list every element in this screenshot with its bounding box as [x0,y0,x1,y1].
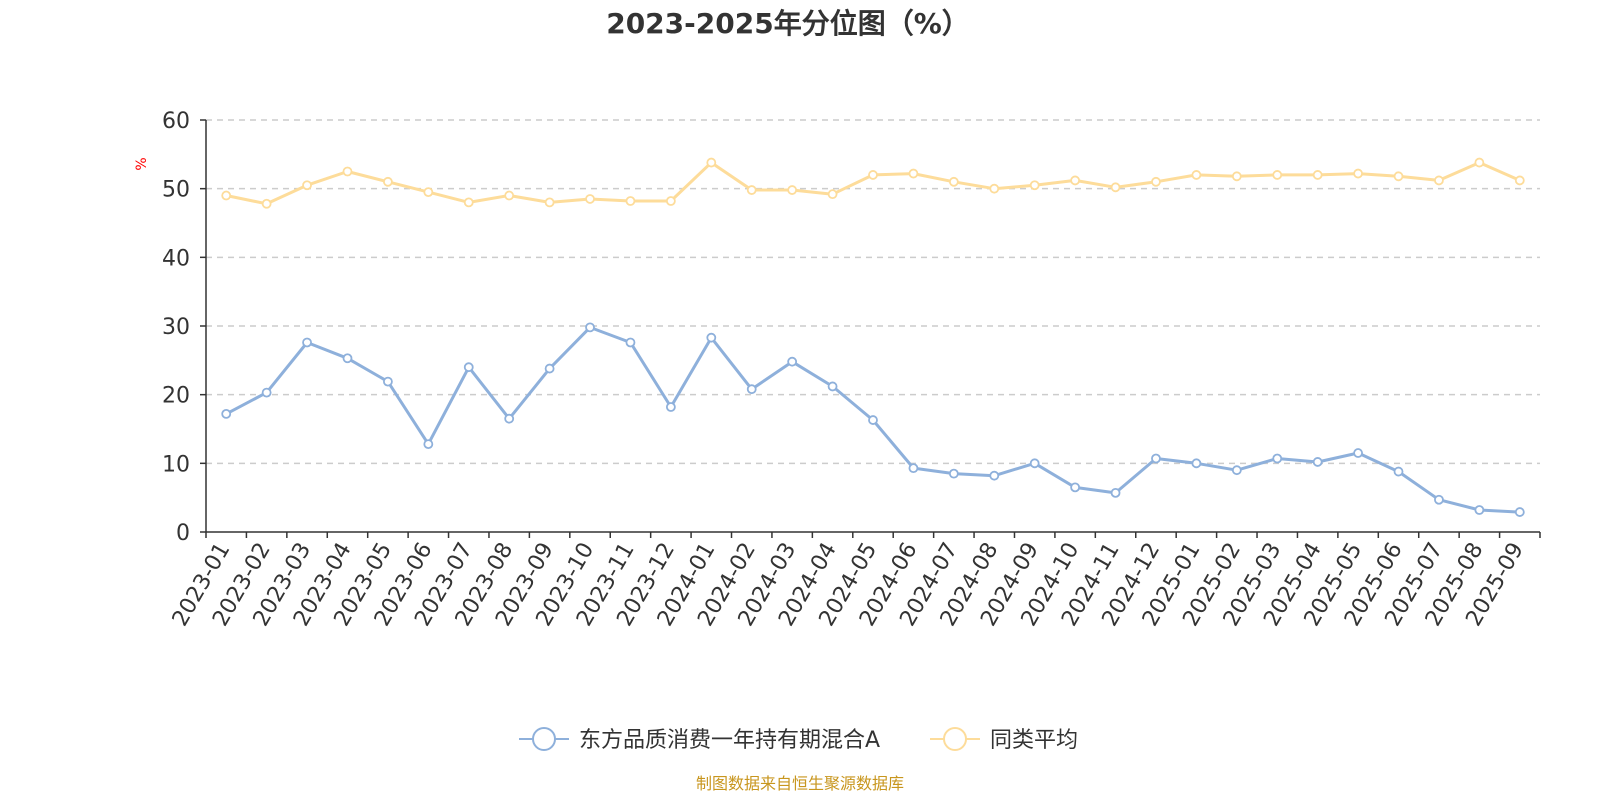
data-point-0-2024-08 [989,470,1000,481]
y-tick-label-50: 50 [162,178,190,203]
data-point-0-2024-01 [706,332,717,343]
data-point-1-2025-08 [1474,157,1485,168]
chart-title: 2023-2025年分位图（%） [606,7,970,40]
data-point-0-2025-02 [1231,465,1242,476]
data-point-1-2025-09 [1514,175,1525,186]
data-point-0-2025-04 [1312,457,1323,467]
data-point-1-2023-06 [423,187,434,198]
data-point-0-2025-07 [1434,494,1444,505]
data-point-1-2024-08 [989,183,1000,194]
data-point-0-2023-07 [463,362,474,373]
data-point-0-2023-04 [342,353,353,364]
data-point-0-2024-07 [948,468,959,479]
data-point-0-2025-09 [1514,507,1525,517]
y-axis-unit-label: % [134,157,150,170]
data-point-1-2024-05 [868,170,878,180]
data-point-0-2023-10 [585,322,595,333]
legend-label-1: 同类平均 [990,728,1078,753]
y-tick-label-30: 30 [162,315,190,340]
data-point-0-2023-05 [383,376,393,387]
y-tick-label-20: 20 [162,384,190,409]
data-point-1-2023-11 [625,196,636,206]
legend-marker-1 [943,727,967,751]
series-group [221,157,1525,517]
data-point-1-2025-03 [1272,170,1283,180]
data-point-1-2024-01 [706,157,717,168]
data-point-1-2023-09 [544,197,555,208]
data-point-1-2023-08 [504,190,515,201]
data-point-1-2023-12 [665,196,676,206]
data-point-1-2024-11 [1110,182,1121,193]
data-point-0-2023-01 [221,408,232,419]
data-point-1-2023-03 [302,180,312,191]
data-point-0-2024-06 [908,463,919,474]
data-point-1-2023-10 [585,194,595,204]
y-tick-label-60: 60 [162,109,190,134]
data-point-0-2024-03 [787,356,798,367]
data-point-0-2023-09 [544,363,555,374]
data-point-0-2024-04 [827,381,838,392]
data-point-1-2023-05 [383,176,393,187]
legend-marker-0 [532,727,556,751]
legend-item-1[interactable]: 同类平均 [930,727,1078,753]
data-point-1-2024-07 [948,176,959,187]
y-tick-label-10: 10 [162,452,190,477]
data-point-0-2024-11 [1110,487,1121,498]
legend-label-0: 东方品质消费一年持有期混合A [579,728,880,753]
y-axis-ticks: 0 10 20 30 40 50 60 [162,109,206,546]
data-point-1-2024-12 [1151,176,1161,187]
data-point-1-2025-07 [1434,175,1444,186]
data-point-1-2024-03 [787,185,798,195]
series-line-1 [225,161,1521,206]
data-point-1-2024-04 [827,189,838,200]
series-1 [221,157,1525,209]
data-point-0-2025-08 [1474,505,1485,515]
data-point-0-2023-06 [423,439,434,450]
data-point-0-2023-02 [261,387,272,398]
data-point-1-2023-07 [463,197,474,208]
data-point-0-2023-11 [625,337,636,348]
data-point-1-2024-06 [908,168,919,179]
data-point-0-2023-12 [665,402,676,412]
data-point-1-2025-01 [1191,170,1202,180]
y-tick-label-0: 0 [176,521,190,546]
data-point-0-2024-05 [868,415,878,425]
data-point-1-2025-06 [1393,171,1404,182]
data-point-1-2025-02 [1231,171,1242,182]
data-point-0-2024-09 [1029,458,1040,469]
data-point-1-2023-02 [261,198,272,209]
data-source-note: 制图数据来自恒生聚源数据库 [696,774,904,793]
axes [205,120,1540,533]
legend: 东方品质消费一年持有期混合A 同类平均 [519,727,1078,753]
data-point-1-2023-04 [342,166,353,177]
data-point-0-2023-03 [302,337,312,348]
data-point-0-2025-06 [1393,466,1404,477]
data-point-1-2024-02 [746,185,757,195]
series-0 [221,322,1525,517]
data-point-1-2023-01 [221,190,232,201]
data-point-0-2025-01 [1191,458,1202,469]
legend-item-0[interactable]: 东方品质消费一年持有期混合A [519,727,880,753]
data-point-1-2024-09 [1029,180,1040,191]
data-point-1-2025-04 [1312,170,1323,180]
data-point-1-2024-10 [1070,175,1081,186]
data-point-0-2024-02 [746,384,757,395]
data-point-0-2025-05 [1353,448,1363,458]
data-point-1-2025-05 [1353,168,1363,179]
data-point-0-2024-10 [1070,482,1081,493]
data-point-0-2025-03 [1272,453,1283,464]
y-tick-label-40: 40 [162,246,190,271]
data-point-0-2023-08 [504,413,515,424]
x-axis-ticks: 2023-012023-022023-032023-042023-052023-… [168,532,1541,631]
data-point-0-2024-12 [1151,453,1161,464]
